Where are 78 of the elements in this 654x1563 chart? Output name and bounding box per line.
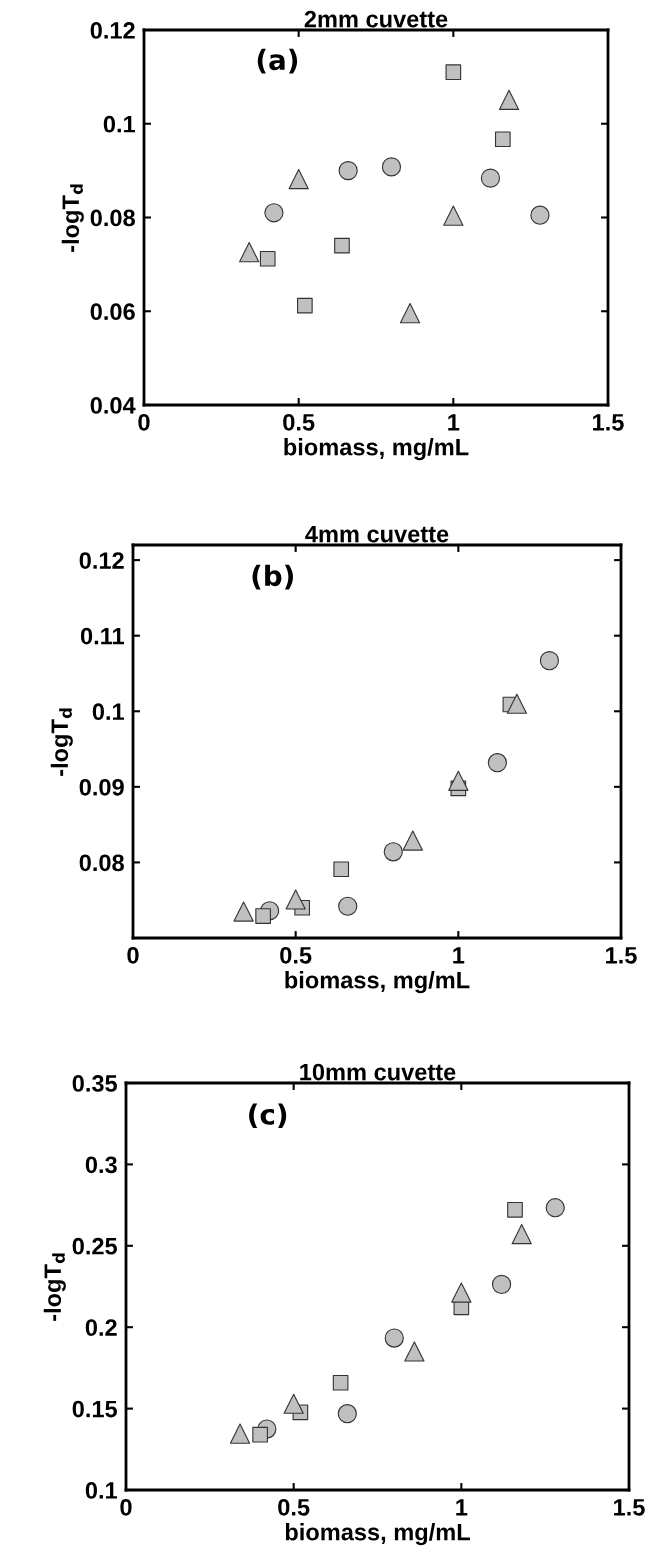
x-tick-label: 0.5 xyxy=(278,1498,310,1516)
y-tick-label: 0.08 xyxy=(79,854,124,872)
point xyxy=(288,168,309,190)
x-tick-label: 1.5 xyxy=(606,947,637,964)
chart-title: 4mm cuvette xyxy=(305,525,449,543)
x-axis-title: biomass, mg/mL xyxy=(285,971,470,994)
point xyxy=(333,861,350,878)
x-tick-label: 1.5 xyxy=(593,414,624,431)
y-tick-label: 0.11 xyxy=(80,627,125,645)
x-tick-label: 0.5 xyxy=(280,946,312,964)
y-tick-label: 0.08 xyxy=(90,209,135,227)
y-tick-label: 0.09 xyxy=(79,778,124,796)
annotation: (c) xyxy=(249,1103,287,1129)
y-tick-label: 0.35 xyxy=(72,1075,118,1092)
annotation: (b) xyxy=(252,564,294,590)
point xyxy=(402,830,423,851)
point xyxy=(381,157,402,177)
point xyxy=(334,237,350,254)
chart-title: 10mm cuvette xyxy=(300,1063,456,1081)
point xyxy=(545,1198,565,1218)
point xyxy=(259,250,276,267)
point xyxy=(297,297,313,314)
point xyxy=(255,908,271,924)
point xyxy=(530,205,550,225)
y-tick-label: 0.1 xyxy=(85,1482,118,1499)
x-tick-label: 0 xyxy=(138,413,150,431)
point xyxy=(480,168,501,188)
point xyxy=(494,131,511,148)
y-tick-label: 0.04 xyxy=(90,397,136,414)
y-tick-label: 0.2 xyxy=(85,1319,117,1336)
chart-title: 2mm cuvette xyxy=(304,10,448,28)
x-tick-label: 0.5 xyxy=(283,413,315,431)
point xyxy=(283,1393,304,1414)
point xyxy=(511,1223,532,1245)
point xyxy=(252,1426,268,1443)
x-tick-label: 1 xyxy=(456,1499,468,1516)
point xyxy=(383,842,403,862)
y-tick-label: 0.1 xyxy=(92,703,125,721)
x-axis-title: biomass, mg/mL xyxy=(284,438,469,461)
point xyxy=(285,889,306,910)
point xyxy=(491,1274,512,1294)
point xyxy=(448,770,469,791)
x-tick-label: 0 xyxy=(127,946,139,964)
y-tick-label: 0.12 xyxy=(79,552,124,569)
point xyxy=(233,901,254,922)
x-tick-label: 1.5 xyxy=(614,1499,645,1516)
point xyxy=(498,89,520,110)
point xyxy=(239,242,260,263)
x-tick-label: 0 xyxy=(120,1498,132,1516)
y-tick-label: 0.12 xyxy=(90,22,135,39)
point xyxy=(451,1282,472,1303)
point xyxy=(338,161,358,181)
point xyxy=(539,651,560,671)
point xyxy=(507,1201,523,1218)
point xyxy=(264,203,284,223)
annotation: (a) xyxy=(257,48,298,74)
point xyxy=(337,1404,357,1424)
point xyxy=(443,205,464,226)
point xyxy=(399,302,421,324)
point xyxy=(445,64,462,81)
y-tick-label: 0.1 xyxy=(103,115,136,133)
point xyxy=(229,1423,251,1444)
point xyxy=(384,1328,404,1348)
y-tick-label: 0.25 xyxy=(72,1237,118,1255)
x-axis-title: biomass, mg/mL xyxy=(285,1523,470,1546)
point xyxy=(506,693,528,714)
y-axis-title: -logT$_{d}$ xyxy=(61,184,84,252)
y-tick-label: 0.06 xyxy=(90,303,135,321)
point xyxy=(338,896,358,916)
y-tick-label: 0.15 xyxy=(72,1400,118,1418)
y-axis-title: -logT$_{d}$ xyxy=(50,708,73,776)
point xyxy=(404,1341,425,1362)
y-tick-label: 0.3 xyxy=(85,1156,117,1174)
y-axis-title: -logT$_{d}$ xyxy=(43,1253,66,1321)
point xyxy=(332,1374,349,1391)
x-tick-label: 1 xyxy=(448,414,460,431)
x-tick-label: 1 xyxy=(453,947,465,964)
point xyxy=(487,753,507,773)
